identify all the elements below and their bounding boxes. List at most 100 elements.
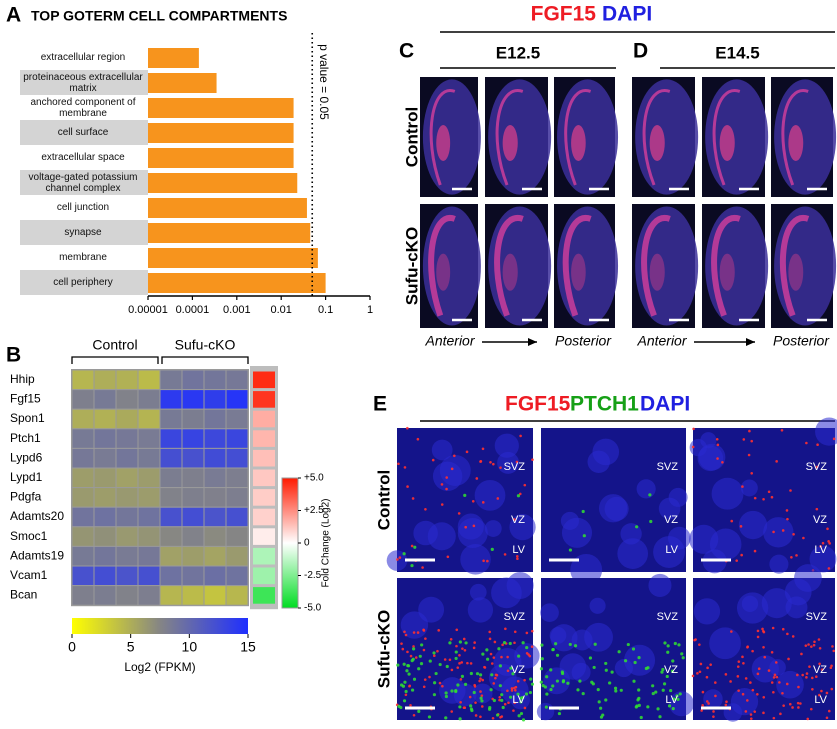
fgf15-dot — [762, 497, 765, 501]
ptch1-dot — [454, 656, 458, 661]
stain-label: DAPI — [640, 393, 690, 416]
ptch1-dot — [633, 660, 637, 665]
fgf15-dot — [736, 675, 740, 678]
fgf15-dot — [530, 629, 534, 633]
ptch1-dot — [480, 699, 484, 703]
nucleus — [427, 522, 456, 551]
fgf15-dot — [473, 641, 476, 644]
heatmap-cell — [115, 506, 139, 528]
fgf15-dot — [749, 681, 752, 684]
heatmap-cell — [159, 545, 183, 567]
colorbar-label: Fold Change (Log2) — [321, 499, 332, 588]
nucleus — [604, 496, 629, 521]
fgf15-dot — [801, 673, 804, 677]
fgf15-dot — [518, 492, 522, 496]
fgf15-dot — [714, 681, 717, 684]
fgf15-dot — [459, 678, 463, 681]
ptch1-dot — [568, 642, 572, 647]
heatmap-cell — [225, 467, 249, 489]
ptch1-dot — [487, 707, 492, 711]
fgf15-dot — [474, 701, 477, 704]
panel-letter: E — [373, 393, 387, 416]
fgf15-dot — [513, 518, 516, 521]
zone-label: VZ — [664, 664, 678, 676]
ptch1-dot — [498, 684, 502, 688]
fgf15-dot — [424, 507, 427, 511]
fgf15-dot — [749, 717, 753, 720]
ptch1-dot — [469, 704, 473, 708]
fgf15-dot — [492, 656, 496, 659]
fgf15-dot — [473, 683, 476, 687]
fgf15-signal — [436, 253, 451, 291]
group-label: Control — [92, 337, 137, 353]
ptch1-dot — [519, 711, 524, 716]
ptch1-dot — [588, 656, 593, 660]
fgf15-dot — [827, 567, 831, 570]
fgf15-dot — [698, 670, 702, 674]
heatmap-cell — [115, 389, 139, 410]
fgf15-signal — [788, 125, 804, 161]
fold-cell — [253, 449, 275, 467]
ptch1-dot — [656, 707, 660, 711]
fgf15-dot — [513, 686, 516, 690]
colorbar-tick-label: -5.0 — [304, 603, 322, 614]
fgf15-dot — [491, 716, 495, 720]
fgf15-dot — [530, 645, 534, 648]
ptch1-dot — [438, 662, 442, 667]
ptch1-dot — [479, 696, 483, 700]
fgf15-dot — [746, 699, 749, 702]
fgf15-dot — [770, 681, 774, 684]
fgf15-dot — [515, 460, 519, 464]
stain-label: FGF15 — [531, 3, 597, 26]
ptch1-dot — [654, 690, 658, 694]
fgf15-dot — [523, 483, 527, 487]
zone-label: VZ — [511, 664, 525, 676]
ptch1-dot — [463, 682, 468, 686]
ptch1-dot — [486, 657, 490, 661]
zone-label: LV — [665, 694, 678, 706]
fgf15-dot — [472, 646, 476, 650]
ptch1-dot — [417, 709, 421, 713]
fgf15-dot — [424, 637, 427, 640]
fgf15-dot — [412, 645, 415, 648]
heatmap-cell — [203, 565, 227, 587]
fgf15-signal — [649, 125, 665, 161]
fgf15-dot — [751, 688, 755, 692]
fgf15-dot — [478, 679, 481, 683]
zone-label: VZ — [813, 514, 827, 526]
ptch1-dot — [501, 705, 505, 710]
ptch1-dot — [458, 717, 462, 721]
fgf15-dot — [486, 559, 489, 563]
tissue-fold — [641, 215, 671, 317]
tissue — [488, 79, 552, 195]
fgf15-signal — [649, 253, 665, 291]
fgf15-dot — [714, 694, 717, 698]
heatmap-cell — [159, 565, 183, 587]
fgf15-dot — [825, 691, 829, 695]
colorbar-tick-label: 10 — [182, 639, 198, 655]
ptch1-dot — [492, 698, 496, 703]
fold-cell — [253, 391, 275, 408]
ptch1-dot — [581, 691, 585, 696]
heatmap-cell — [93, 428, 117, 449]
row-label: Bcan — [10, 588, 37, 602]
ptch1-dot — [463, 493, 467, 497]
ptch1-dot — [509, 695, 513, 699]
heatmap-cell — [93, 408, 117, 430]
fpkm-colorbar — [72, 618, 248, 634]
fgf15-signal — [719, 253, 735, 291]
ptch1-dot — [596, 688, 600, 692]
fgf15-dot — [761, 627, 764, 631]
fgf15-dot — [450, 467, 454, 471]
ptch1-dot — [626, 642, 630, 647]
nucleus — [497, 451, 520, 474]
fgf15-dot — [756, 635, 760, 639]
ptch1-dot — [511, 672, 515, 676]
ptch1-dot — [669, 688, 673, 693]
ptch1-dot — [663, 641, 667, 645]
nucleus — [669, 691, 694, 717]
fgf15-dot — [715, 437, 719, 441]
fgf15-dot — [701, 690, 705, 694]
fgf15-dot — [739, 525, 743, 528]
nucleus — [439, 454, 471, 486]
